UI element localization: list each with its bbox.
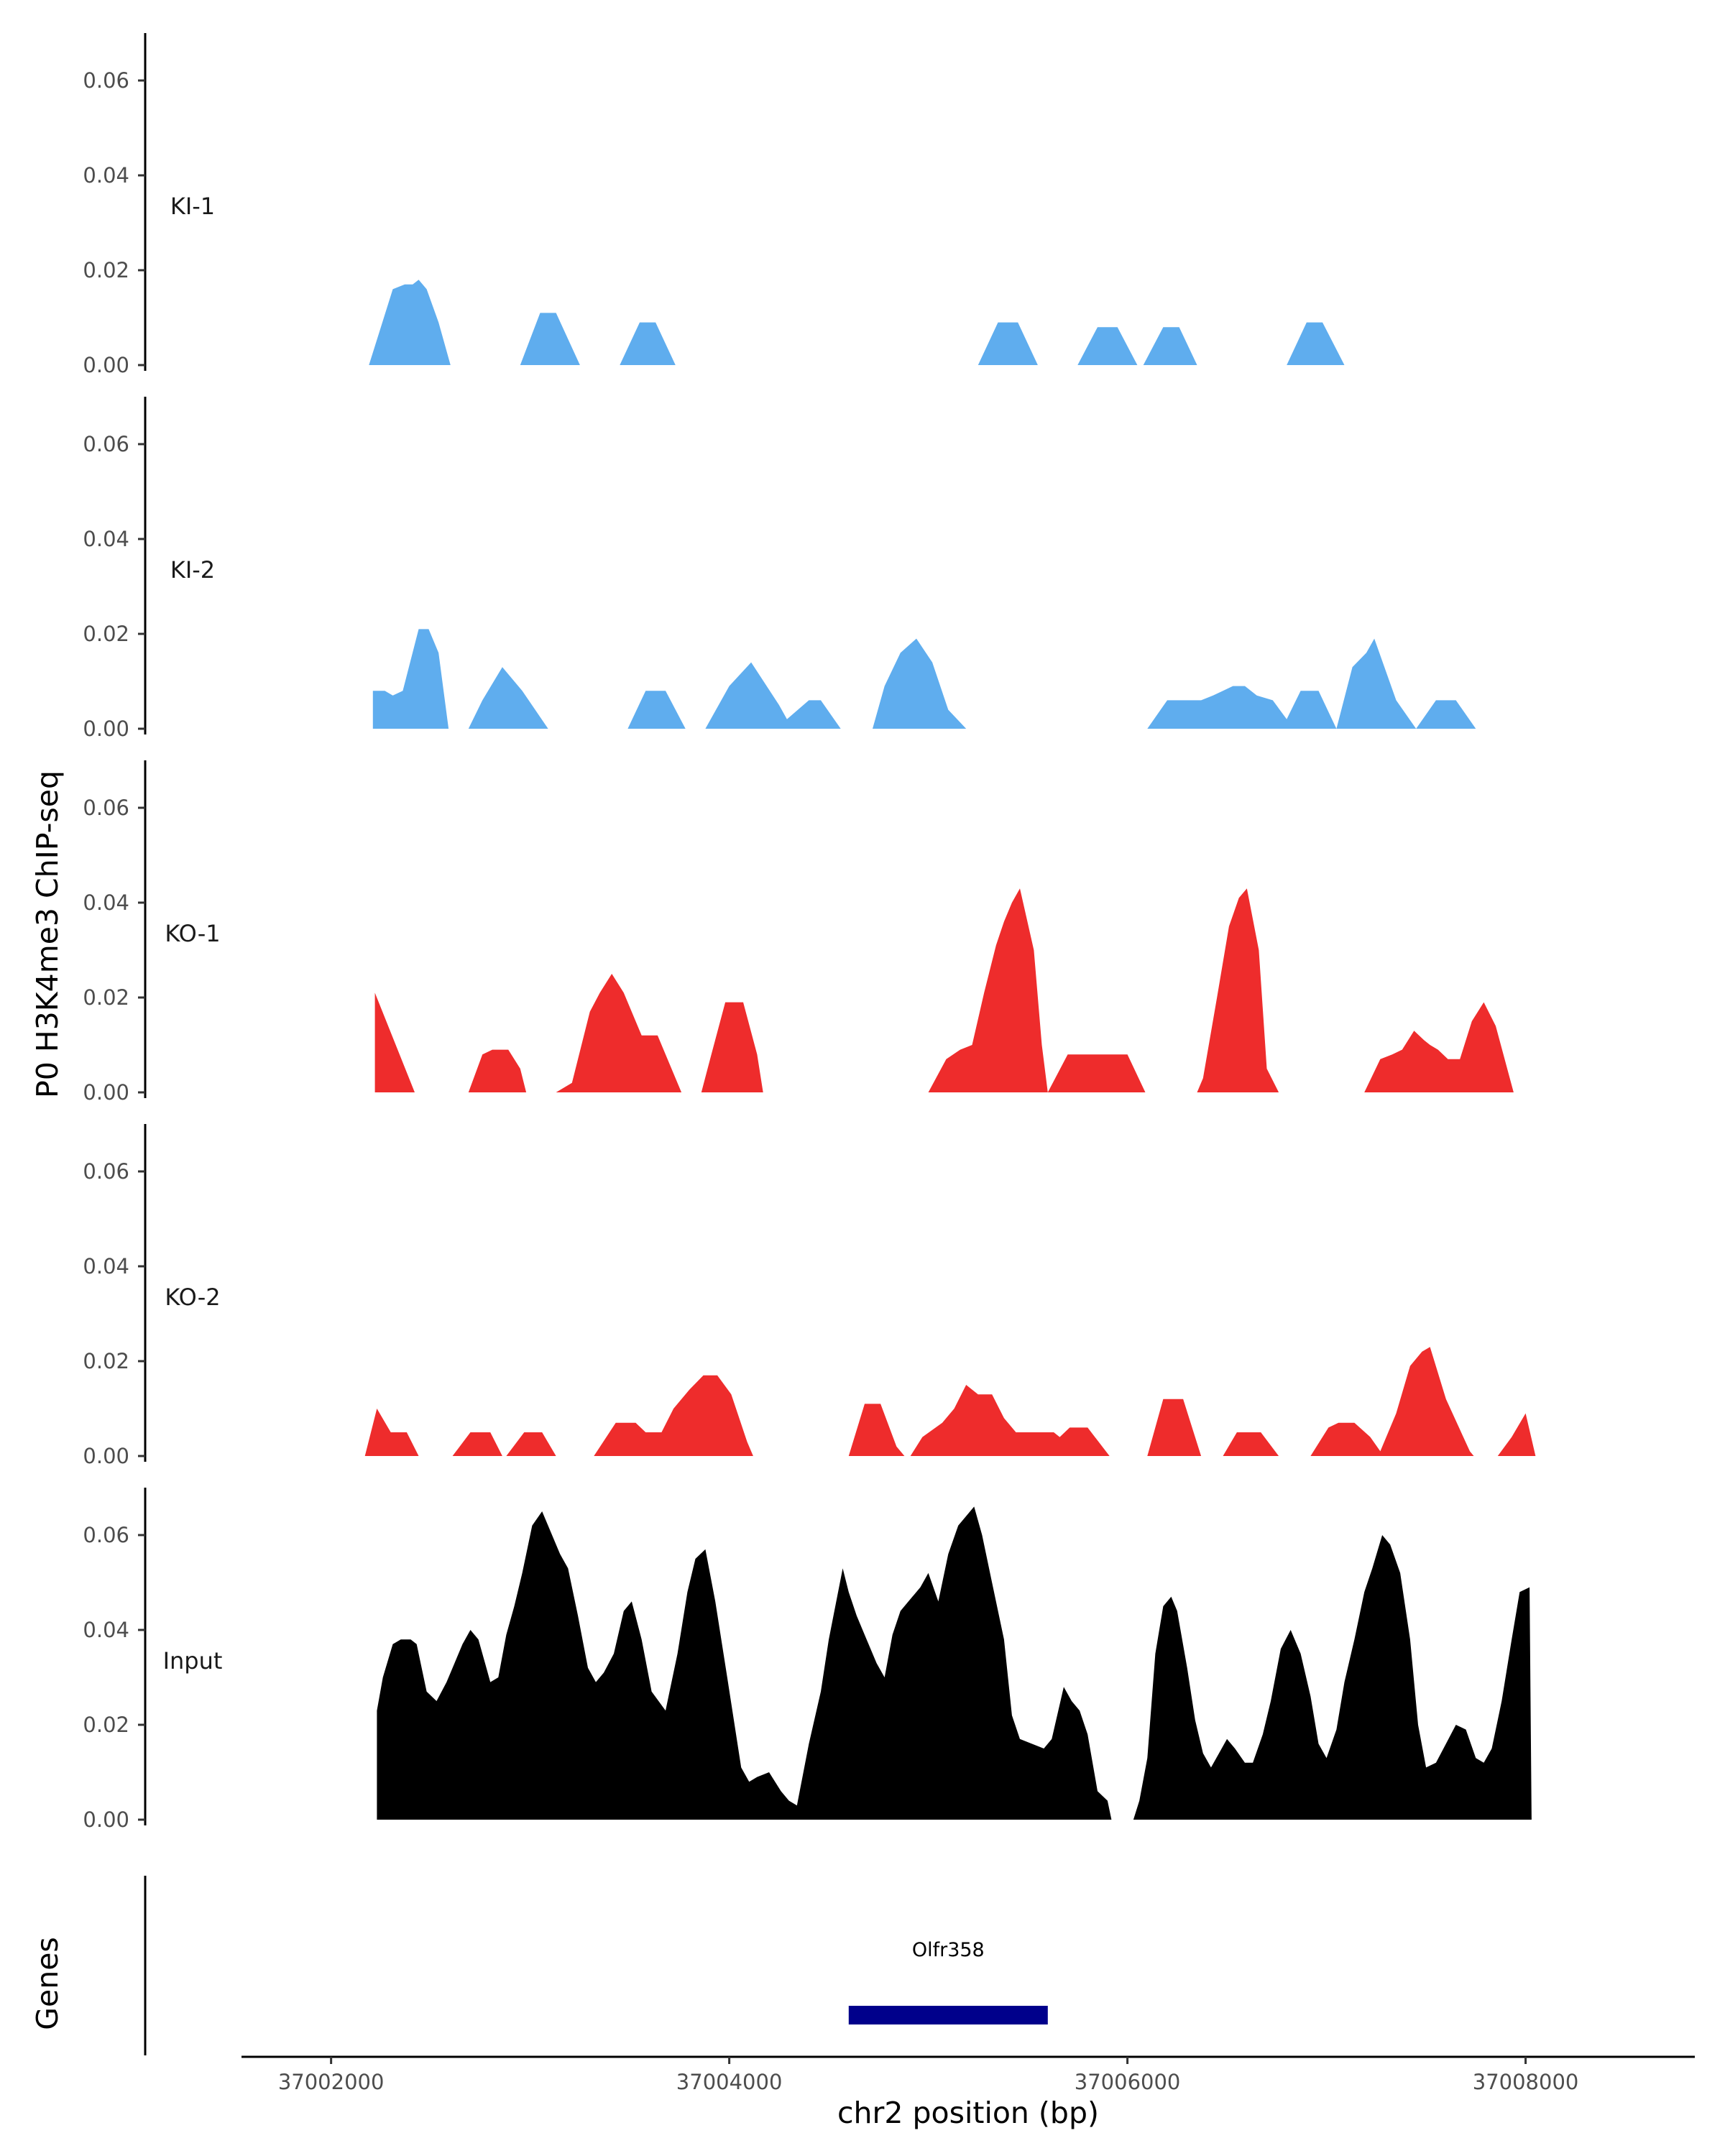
x-tick-label: 37004000	[676, 2070, 783, 2094]
track-ko-2: 0.00 0.02 0.04 0.06 KO-2	[83, 1124, 1536, 1468]
x-tick-label: 37006000	[1075, 2070, 1181, 2094]
gene-label: Olfr358	[912, 1939, 985, 1961]
y-tick-label: 0.06	[83, 432, 129, 456]
genes-track-title: Genes	[30, 1937, 65, 2030]
y-tick-label: 0.00	[83, 717, 129, 741]
genes-panel: Olfr358	[144, 1876, 1048, 2055]
y-tick-label: 0.02	[83, 985, 129, 1010]
y-tick-label: 0.04	[83, 1254, 129, 1279]
y-tick-label: 0.00	[83, 1080, 129, 1105]
signal-area-ko-2	[364, 1347, 1536, 1456]
y-tick-label: 0.02	[83, 1349, 129, 1373]
y-tick-label: 0.04	[83, 527, 129, 551]
x-axis-title: chr2 position (bp)	[837, 2096, 1099, 2130]
track-ki-2: 0.00 0.02 0.04 0.06 KI-2	[83, 397, 1476, 741]
signal-area-ki-1	[369, 280, 1345, 365]
y-tick-label: 0.00	[83, 353, 129, 377]
track-label: Input	[163, 1647, 223, 1674]
y-axis-title: P0 H3K4me3 ChIP-seq	[30, 770, 65, 1098]
track-label: KO-1	[165, 920, 220, 947]
y-tick-label: 0.00	[83, 1444, 129, 1468]
y-tick-label: 0.06	[83, 1159, 129, 1184]
x-axis: 37002000 37004000 37006000 37008000	[242, 2055, 1695, 2094]
track-label: KO-2	[165, 1284, 220, 1311]
signal-area-ko-1	[374, 888, 1514, 1092]
track-label: KI-2	[170, 556, 215, 584]
signal-area-ki-2	[372, 629, 1476, 729]
y-tick-label: 0.04	[83, 163, 129, 188]
x-tick-label: 37008000	[1473, 2070, 1579, 2094]
y-tick-label: 0.04	[83, 890, 129, 915]
gene-bar-olfr358	[848, 2006, 1048, 2024]
y-tick-label: 0.00	[83, 1807, 129, 1832]
y-tick-label: 0.06	[83, 1523, 129, 1547]
y-tick-label: 0.06	[83, 796, 129, 820]
y-tick-label: 0.02	[83, 258, 129, 282]
track-ko-1: 0.00 0.02 0.04 0.06 KO-1	[83, 760, 1514, 1105]
signal-area-input	[377, 1506, 1532, 1820]
y-tick-label: 0.06	[83, 68, 129, 93]
y-tick-label: 0.02	[83, 1713, 129, 1737]
x-tick-label: 37002000	[278, 2070, 385, 2094]
track-input: 0.00 0.02 0.04 0.06 Input	[83, 1488, 1532, 1832]
track-ki-1: 0.00 0.02 0.04 0.06 KI-1	[83, 33, 1345, 377]
y-tick-label: 0.04	[83, 1618, 129, 1642]
y-tick-label: 0.02	[83, 622, 129, 646]
track-label: KI-1	[170, 193, 215, 220]
tracks: 0.00 0.02 0.04 0.06 KI-1 0.00 0.02 0.04 0.06 KI-2…	[83, 33, 1536, 1832]
